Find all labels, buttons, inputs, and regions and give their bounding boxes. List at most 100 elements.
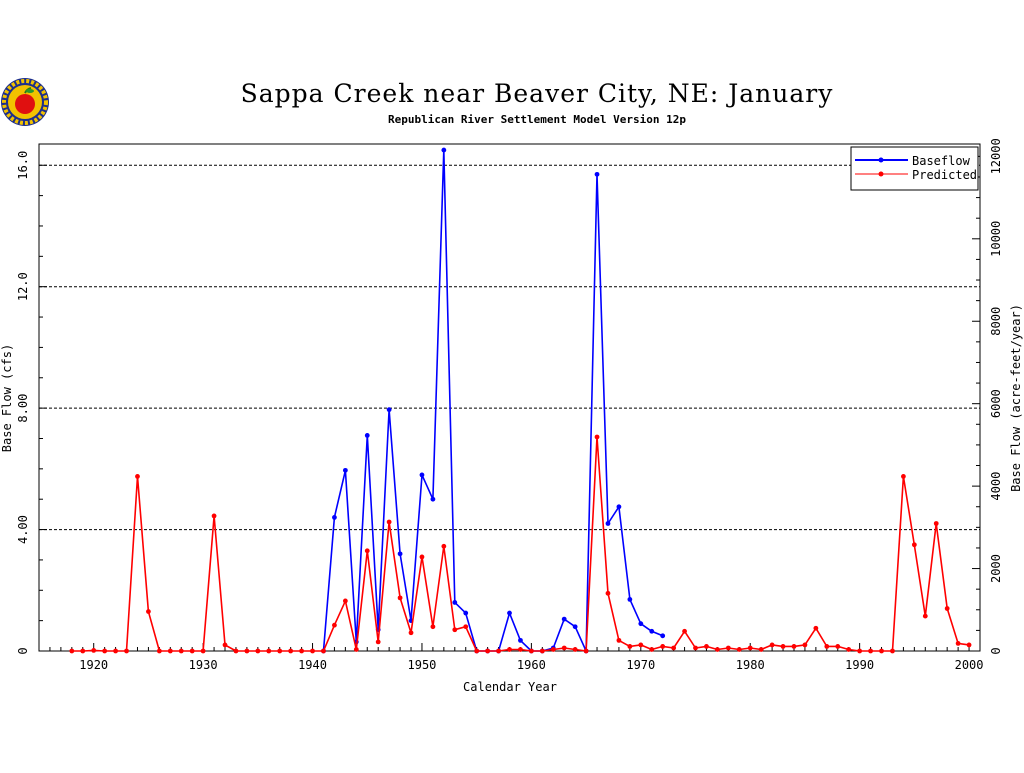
point-baseflow [627,596,633,602]
series-line-baseflow [322,149,664,652]
point-predicted [211,513,217,519]
point-predicted [649,647,655,652]
point-predicted [233,648,239,654]
point-baseflow [518,637,523,643]
point-predicted [397,595,403,601]
point-predicted [91,647,97,653]
point-predicted [528,648,534,654]
legend: Baseflow Predicted [850,146,979,191]
point-predicted [725,645,731,651]
x-tick-label: 1970 [626,658,655,672]
point-predicted [408,630,414,636]
y2-tick-label: 10000 [989,221,1003,257]
y-tick-label: 16.0 [16,151,30,180]
point-baseflow [616,504,622,510]
point-baseflow [649,628,655,634]
point-predicted [452,627,458,633]
point-predicted [375,639,381,645]
point-predicted [430,624,436,630]
legend-label-baseflow: Baseflow [912,154,971,168]
point-baseflow [660,633,666,639]
y-axis-right: 0 2000 4000 6000 8000 10000 12000 [972,138,1003,655]
point-predicted [156,648,162,654]
y2-tick-label: 2000 [989,554,1003,583]
point-predicted [419,554,425,560]
point-baseflow [342,467,348,473]
x-axis-label: Calendar Year [463,680,557,694]
legend-marker-baseflow [878,157,884,163]
point-predicted [638,642,644,648]
point-predicted [441,543,447,549]
point-baseflow [386,407,392,413]
legend-marker-predicted [878,171,884,177]
x-tick-label: 1920 [79,658,108,672]
point-predicted [244,648,250,654]
point-predicted [386,519,392,525]
point-baseflow [397,551,403,557]
point-baseflow [605,521,611,526]
y2-axis-label: Base Flow (acre-feet/year) [1009,304,1023,492]
point-predicted [550,647,556,652]
point-predicted [539,648,545,654]
point-predicted [266,648,272,654]
y2-tick-label: 6000 [989,389,1003,418]
point-predicted [321,648,326,654]
chart-subtitle: Republican River Settlement Model Versio… [388,113,686,126]
point-baseflow [463,610,469,616]
point-predicted [178,648,184,654]
point-predicted [572,647,578,652]
point-predicted [332,622,337,628]
point-predicted [933,521,939,526]
point-predicted [299,648,305,654]
point-predicted [802,642,808,648]
point-predicted [627,644,633,649]
point-predicted [922,613,928,619]
point-predicted [353,647,359,652]
y2-tick-label: 0 [989,647,1003,654]
point-predicted [693,645,698,651]
point-predicted [113,648,118,654]
point-baseflow [572,624,578,630]
point-predicted [736,647,742,652]
gridlines [39,164,980,531]
y-tick-label: 4.00 [16,515,30,544]
x-tick-label: 1960 [517,658,546,672]
x-tick-label: 1950 [408,658,437,672]
x-tick-label: 1930 [189,658,218,672]
point-predicted [714,647,720,652]
point-predicted [955,641,961,646]
point-baseflow [441,147,447,153]
y-axis-label: Base Flow (cfs) [0,344,14,452]
point-predicted [507,647,512,652]
point-predicted [200,648,206,654]
point-predicted [167,648,173,654]
point-predicted [780,644,786,649]
point-predicted [835,644,841,649]
point-predicted [364,548,370,554]
point-predicted [890,648,895,654]
point-predicted [966,642,972,648]
point-baseflow [594,171,600,177]
point-predicted [288,648,294,654]
point-baseflow [452,600,458,605]
point-baseflow [561,616,567,622]
point-predicted [594,434,600,440]
point-predicted [496,648,501,654]
point-predicted [342,598,348,604]
point-predicted [80,648,86,654]
point-predicted [518,647,523,652]
point-predicted [222,642,228,648]
point-baseflow [364,433,370,438]
point-predicted [879,648,884,654]
point-predicted [747,645,753,651]
y-tick-label: 12.0 [16,272,30,301]
y2-tick-label: 4000 [989,472,1003,501]
point-predicted [69,648,75,654]
point-predicted [102,648,108,654]
x-tick-label: 2000 [955,658,984,672]
point-predicted [660,644,666,649]
point-predicted [769,642,775,648]
point-baseflow [430,496,436,502]
y-tick-label: 8.00 [16,394,30,423]
